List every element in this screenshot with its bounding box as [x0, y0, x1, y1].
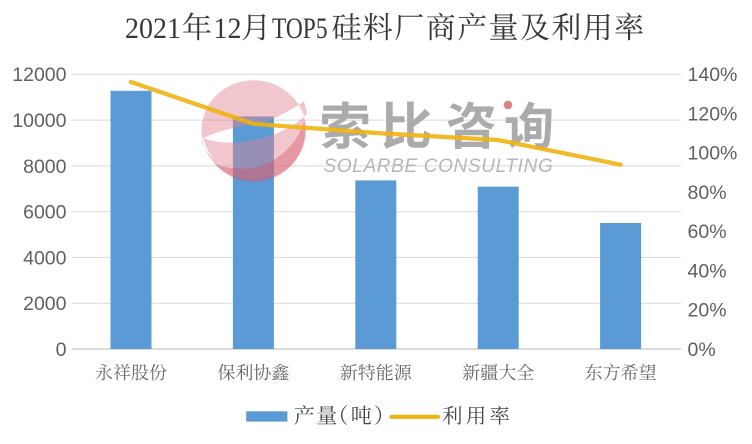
svg-text:20%: 20% [688, 300, 727, 322]
svg-text:100%: 100% [688, 143, 738, 165]
svg-text:TOP5: TOP5 [272, 11, 328, 44]
svg-text:6000: 6000 [23, 202, 67, 224]
svg-text:40%: 40% [688, 260, 727, 282]
svg-text:60%: 60% [688, 221, 727, 243]
svg-text:SOLARBE CONSULTING: SOLARBE CONSULTING [324, 156, 554, 177]
svg-text:2021: 2021 [125, 12, 181, 45]
svg-text:8000: 8000 [23, 156, 67, 178]
svg-text:0: 0 [56, 339, 67, 361]
svg-text:140%: 140% [688, 64, 738, 86]
svg-text:4000: 4000 [23, 247, 67, 269]
svg-text:2000: 2000 [23, 293, 67, 315]
svg-text:0%: 0% [688, 339, 716, 361]
svg-text:80%: 80% [688, 182, 727, 204]
svg-text:12: 12 [214, 12, 242, 45]
svg-text:10000: 10000 [12, 110, 66, 132]
svg-text:12000: 12000 [12, 64, 66, 86]
svg-text:120%: 120% [688, 103, 738, 125]
